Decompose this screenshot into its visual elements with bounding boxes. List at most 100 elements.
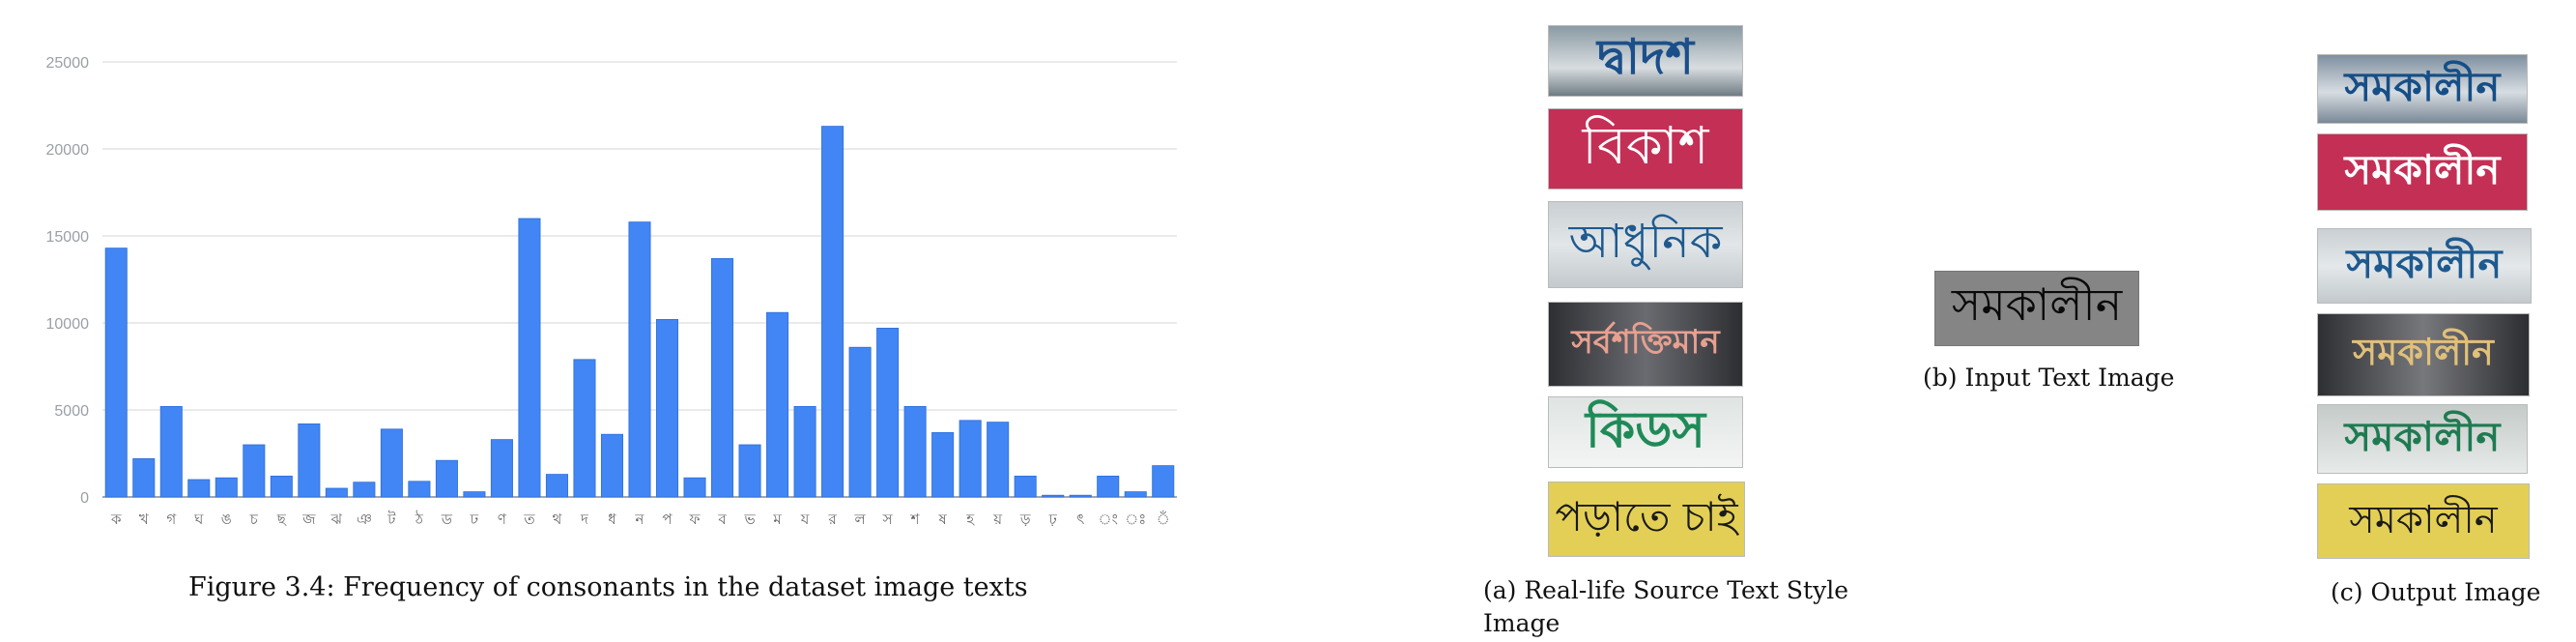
x-tick-label: ঘ [193, 511, 204, 528]
source-word-1: দ্বাদশ [1596, 28, 1695, 85]
output-word-6: সমকালীন [2349, 497, 2498, 542]
source-word-2: বিকাশ [1582, 115, 1709, 176]
output-word-3: সমকালীন [2346, 239, 2503, 287]
x-tick-label: ণ [498, 511, 507, 528]
bar [1152, 465, 1175, 498]
bar [518, 218, 541, 498]
bar [490, 439, 513, 498]
y-tick-label: 10000 [46, 316, 90, 333]
x-tick-label: হ [965, 511, 975, 528]
output-caption: (c) Output Image [2331, 578, 2541, 606]
bar [628, 221, 651, 498]
source-image-6: পড়াতে চাই [1548, 482, 1745, 557]
source-word-5: কিডস [1586, 400, 1705, 459]
bar [711, 257, 734, 498]
source-image-2: বিকাশ [1548, 108, 1743, 190]
bar [159, 405, 183, 498]
bar [325, 487, 348, 498]
bar [903, 405, 927, 498]
bar [573, 359, 596, 498]
bar [104, 248, 128, 498]
bar [380, 428, 403, 498]
source-image-4: সর্বশক্তিমান [1548, 302, 1743, 387]
source-image-5: কিডস [1548, 396, 1743, 468]
bar [298, 423, 321, 498]
bar [1097, 475, 1120, 498]
x-tick-label: শ [910, 511, 921, 528]
x-tick-label: ঠ [415, 511, 424, 528]
bar [876, 327, 900, 498]
output-image-6: সমকালীন [2317, 483, 2530, 559]
bar [545, 474, 568, 498]
bar [793, 405, 816, 498]
bar [1042, 494, 1065, 498]
bar [243, 444, 266, 498]
x-tick-label: ঢ় [1048, 511, 1058, 528]
figure-caption: Figure 3.4: Frequency of consonants in t… [188, 572, 1028, 602]
bar [683, 477, 706, 498]
x-tick-label: ড় [1019, 511, 1031, 528]
y-tick-label: 20000 [46, 142, 90, 159]
x-tick-label: ফ [689, 511, 701, 528]
bar [600, 433, 624, 498]
x-tick-label: খ [139, 511, 150, 528]
x-tick-label: ঝ [330, 511, 343, 528]
bar [987, 422, 1010, 498]
source-word-6: পড়াতে চাই [1555, 492, 1738, 540]
bar [215, 477, 238, 498]
x-tick-label: ৎ [1076, 511, 1084, 528]
y-tick-label: 15000 [46, 229, 90, 246]
x-tick-label: ঢ [470, 511, 479, 528]
x-tick-label: য [800, 511, 810, 528]
x-tick-label: ঞ [357, 511, 372, 528]
x-tick-label: ছ [276, 511, 287, 528]
bar [463, 491, 486, 498]
x-tick-label: ল [854, 511, 867, 528]
source-word-3: আধুনিক [1568, 214, 1723, 269]
bar [959, 420, 982, 498]
bar [1014, 475, 1037, 498]
output-image-1: সমকালীন [2317, 54, 2528, 124]
x-tick-label: ব [717, 511, 727, 528]
bar [353, 482, 376, 498]
y-tick-label: 0 [80, 490, 89, 507]
x-tick-label: ন [635, 511, 645, 528]
chart-bars [104, 126, 1175, 498]
source-word-4: সর্বশক্তিমান [1571, 322, 1720, 362]
input-caption: (b) Input Text Image [1923, 364, 2175, 392]
x-tick-label: ত [523, 511, 535, 528]
x-tick-label: ড [441, 511, 453, 528]
bar [848, 346, 872, 498]
x-tick-label: দ [580, 511, 589, 528]
x-tick-label: স [882, 511, 894, 528]
x-tick-label: ষ [938, 511, 948, 528]
bar [187, 479, 211, 498]
bar [1069, 494, 1092, 498]
output-word-5: সমকালীন [2344, 412, 2501, 460]
bar [408, 481, 431, 498]
bar [655, 318, 679, 498]
output-word-2: সমকালীন [2344, 145, 2501, 193]
bar [766, 311, 789, 498]
chart-y-ticks: 0 5000 10000 15000 20000 25000 [46, 55, 90, 507]
y-tick-label: 25000 [46, 55, 90, 72]
output-image-2: সমকালীন [2317, 133, 2528, 211]
source-image-3: আধুনিক [1548, 201, 1743, 288]
bar [270, 475, 293, 498]
source-image-1: দ্বাদশ [1548, 25, 1743, 97]
input-word: সমকালীন [1951, 278, 2123, 331]
output-word-1: সমকালীন [2344, 62, 2501, 110]
bar [1124, 491, 1147, 498]
output-image-3: সমকালীন [2317, 228, 2532, 304]
x-tick-label: চ [249, 511, 259, 528]
x-tick-label: ঃ [1125, 511, 1146, 528]
x-tick-label: ভ [743, 511, 756, 528]
bar [738, 444, 761, 498]
output-image-5: সমকালীন [2317, 404, 2528, 474]
output-image-4: সমকালীন [2317, 313, 2530, 396]
x-tick-label: র [827, 511, 837, 528]
chart-x-ticks: ক খ গ ঘ ঙ চ ছ জ ঝ ঞ ট ঠ ড ঢ ণ ত থ দ ধ ন প ফ ব ভ ম য র ল স শ ষ হ য় ড় ঢ় ৎং… [110, 511, 1170, 528]
x-tick-label: ম [772, 511, 782, 528]
x-tick-label: ট [386, 511, 396, 528]
